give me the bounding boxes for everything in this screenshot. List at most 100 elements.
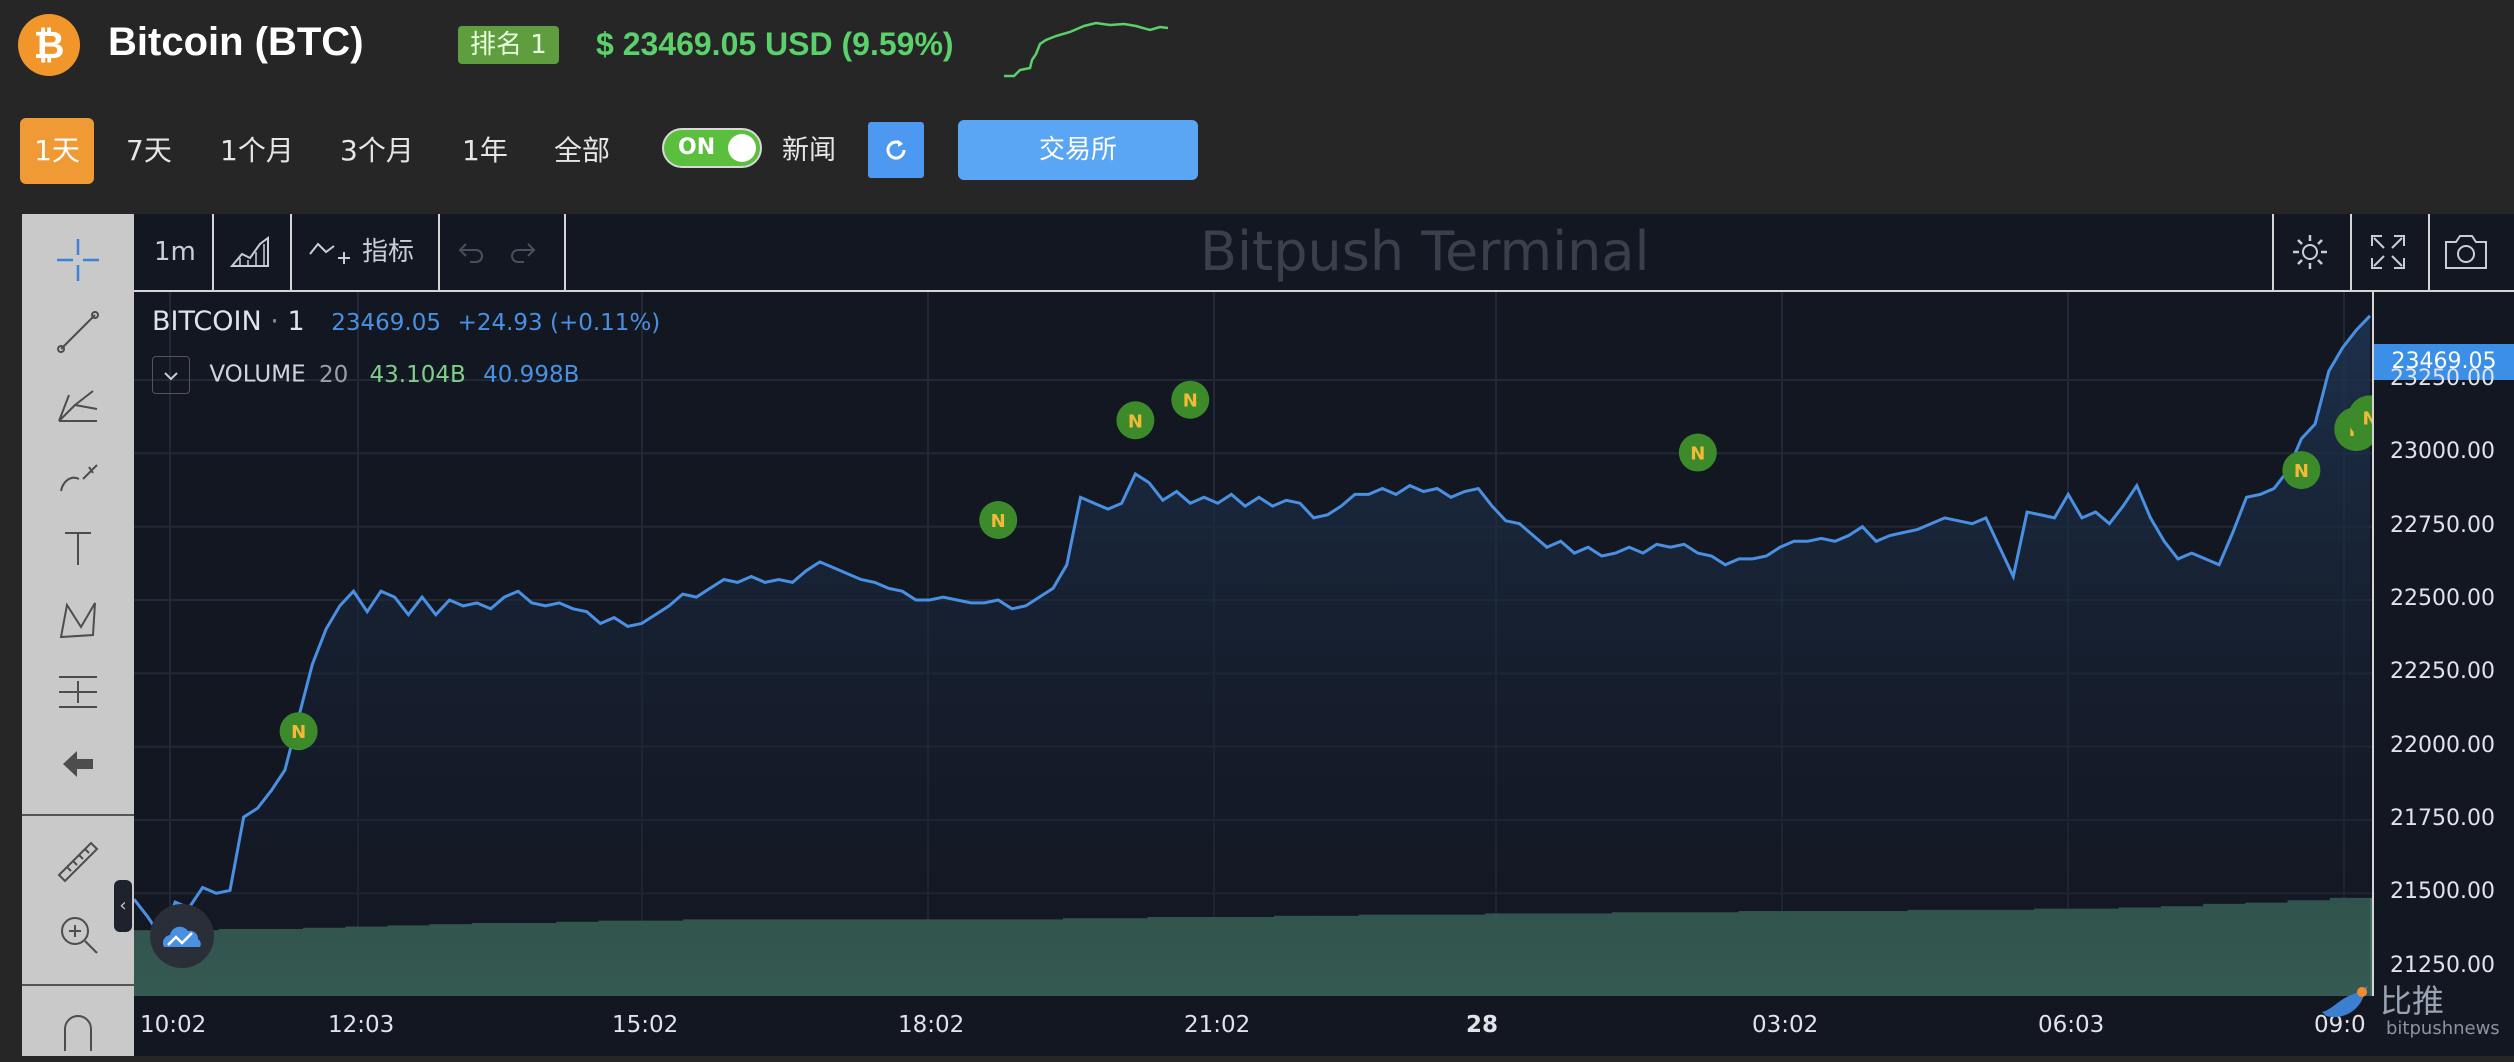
y-tick-label: 22500.00 <box>2390 586 2495 611</box>
measure-lines-tool[interactable] <box>22 658 134 726</box>
undo-button[interactable] <box>456 236 486 270</box>
settings-button[interactable] <box>2290 232 2330 276</box>
toggle-knob <box>728 134 756 162</box>
magnet-tool[interactable] <box>22 994 134 1062</box>
period-1y[interactable]: 1年 <box>462 134 508 167</box>
news-marker[interactable]: N <box>2348 395 2372 440</box>
news-marker[interactable]: N <box>279 712 318 751</box>
news-marker-circle <box>1171 380 1210 419</box>
price-chart[interactable]: NNNNNNNNN <box>134 292 2372 996</box>
volume-legend: VOLUME 20 43.104B 40.998B <box>152 356 579 394</box>
collapse-toolbar-handle[interactable]: ‹ <box>114 880 132 932</box>
toolbar-separator <box>212 214 214 290</box>
rank-badge: 排名 1 <box>458 26 559 64</box>
legend-symbol: BITCOIN <box>152 306 262 337</box>
x-tick-label: 03:02 <box>1752 1012 1819 1038</box>
collapse-legend-button[interactable] <box>152 356 190 394</box>
legend-dot: · <box>270 306 288 337</box>
ruler-icon <box>57 841 99 883</box>
period-1d[interactable]: 1天 <box>20 118 94 184</box>
period-7d[interactable]: 7天 <box>126 134 172 167</box>
arrow-left-icon <box>63 751 93 777</box>
period-3m[interactable]: 3个月 <box>340 134 414 167</box>
last-price-tag: 23469.05 <box>2374 344 2514 380</box>
price-line <box>134 314 2372 941</box>
sparkline <box>1004 21 1169 78</box>
bitpush-bird-icon <box>2318 982 2374 1030</box>
price-scale[interactable] <box>2372 290 2514 996</box>
period-all[interactable]: 全部 <box>554 134 611 167</box>
volume-value-a: 43.104B <box>369 361 466 388</box>
indicator-icon <box>309 242 350 264</box>
indicators-button[interactable] <box>308 232 352 276</box>
brush-tool[interactable] <box>22 442 134 510</box>
cloud-chart-icon <box>162 926 201 947</box>
fullscreen-button[interactable] <box>2370 234 2406 274</box>
toolbar-separator <box>290 214 292 290</box>
pattern-icon <box>59 602 96 639</box>
news-marker-circle <box>2348 395 2372 440</box>
coin-title: Bitcoin (BTC) <box>108 20 364 64</box>
crosshair-icon <box>57 239 99 281</box>
tradingview-logo[interactable] <box>150 904 214 968</box>
gear-icon <box>2293 235 2327 269</box>
toolbar-separator <box>2350 214 2352 290</box>
toolbar-separator <box>438 214 440 290</box>
back-tool[interactable] <box>22 730 134 798</box>
redo-button[interactable] <box>508 236 538 270</box>
news-marker[interactable]: N <box>979 501 1018 539</box>
indicators-label[interactable]: 指标 <box>362 237 415 267</box>
volume-label: VOLUME <box>209 361 306 388</box>
news-marker-letter: N <box>1183 391 1198 412</box>
trendline-icon <box>57 311 99 353</box>
news-marker-circle <box>2282 451 2321 490</box>
y-tick-label: 22250.00 <box>2390 659 2495 685</box>
fork-tool[interactable] <box>22 370 134 438</box>
x-tick-label: 10:02 <box>140 1012 207 1038</box>
y-tick-label: 23250.00 <box>2390 366 2495 391</box>
brush-icon <box>60 464 98 492</box>
zoom-in-icon <box>61 917 98 954</box>
screenshot-button[interactable] <box>2444 234 2488 274</box>
pitchfork-icon <box>58 390 98 422</box>
chart-toolbar: 1m 指标 <box>134 214 2514 292</box>
price-area <box>134 315 2370 996</box>
toolbar-separator <box>2272 214 2274 290</box>
price-display: $ 23469.05 USD (9.59%) <box>596 26 954 62</box>
crosshair-tool[interactable] <box>22 226 134 294</box>
fib-icon <box>59 676 97 708</box>
chart-type-button[interactable] <box>229 234 270 272</box>
redo-icon <box>511 243 536 263</box>
news-marker-letter: N <box>1690 444 1705 465</box>
x-tick-label: 21:02 <box>1184 1012 1251 1038</box>
news-marker[interactable]: N <box>1116 401 1155 440</box>
y-tick-label: 21250.00 <box>2390 952 2495 978</box>
news-marker[interactable]: N <box>1678 433 1717 472</box>
news-marker[interactable]: N <box>2282 451 2321 490</box>
news-marker-letter: N <box>2294 461 2309 482</box>
news-toggle[interactable]: ON <box>662 128 762 168</box>
legend-change: +24.93 (+0.11%) <box>457 310 661 336</box>
news-marker[interactable]: N <box>1171 380 1210 419</box>
text-tool[interactable] <box>22 514 134 582</box>
interval-button[interactable]: 1m <box>154 237 196 267</box>
zoom-tool[interactable] <box>22 900 134 968</box>
news-marker-letter: N <box>1128 411 1143 432</box>
exchange-button[interactable]: 交易所 <box>958 120 1198 180</box>
text-icon <box>65 532 91 565</box>
footer-logo-text: 比推 <box>2380 982 2445 1020</box>
toggle-state-label: ON <box>678 135 716 160</box>
refresh-icon <box>886 140 906 160</box>
volume-length: 20 <box>318 361 349 388</box>
news-marker-letter: N <box>991 511 1006 532</box>
trendline-tool[interactable] <box>22 298 134 366</box>
news-marker-letter: N <box>2362 408 2372 429</box>
y-tick-label: 22000.00 <box>2390 732 2495 758</box>
ruler-tool[interactable] <box>22 828 134 896</box>
pattern-tool[interactable] <box>22 586 134 654</box>
tool-divider <box>22 814 134 816</box>
x-tick-label: 12:03 <box>328 1012 395 1038</box>
period-1m[interactable]: 1个月 <box>220 134 294 167</box>
footer-logo-sub: bitpushnews <box>2386 1018 2500 1039</box>
refresh-button[interactable] <box>868 122 924 178</box>
